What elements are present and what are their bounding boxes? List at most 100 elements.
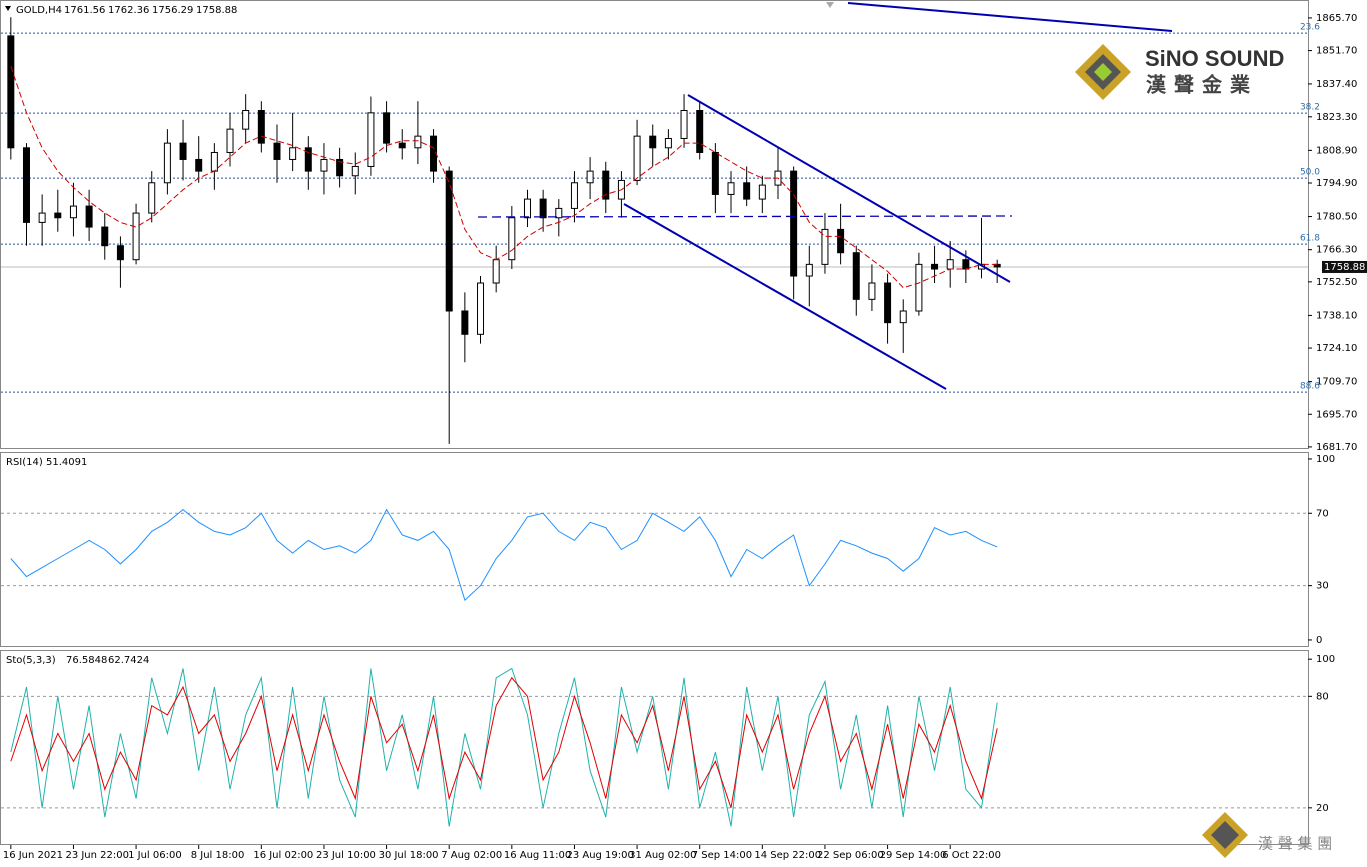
- candle-body: [884, 282, 892, 324]
- logo-diamond-inner: [1211, 821, 1239, 849]
- y-tick-label: 1808.90: [1316, 145, 1357, 156]
- rsi-title: RSI(14): [6, 457, 43, 468]
- candle-body: [304, 147, 312, 172]
- sto-panel: [0, 650, 1309, 845]
- y-tick-label: 1766.30: [1316, 245, 1357, 256]
- logo-group: 漢 聲 集 團: [1258, 835, 1332, 853]
- ohlc-value: 1762.36: [108, 5, 149, 16]
- x-tick-label: 8 Jul 18:00: [191, 850, 245, 861]
- sto-title: Sto(5,3,3): [6, 655, 56, 666]
- logo-name: SiNO SOUND: [1145, 46, 1284, 71]
- y-tick-label: 1780.50: [1316, 212, 1357, 223]
- y-tick-label: 1695.70: [1316, 409, 1357, 420]
- y-tick-label: 1724.10: [1316, 343, 1357, 354]
- candle-body: [210, 151, 218, 172]
- candle-body: [398, 142, 406, 149]
- candle-body: [633, 135, 641, 181]
- channel-upper: [687, 94, 1011, 283]
- candle-body: [148, 182, 156, 214]
- x-tick-label: 23 Jun 22:00: [65, 850, 129, 861]
- candle-body: [22, 147, 30, 223]
- x-tick-label: 30 Jul 18:00: [379, 850, 439, 861]
- y-tick-label: 1709.70: [1316, 377, 1357, 388]
- candle-body: [336, 158, 344, 177]
- candle-body: [790, 170, 798, 277]
- candle-body: [69, 205, 77, 219]
- x-tick-label: 6 Oct 22:00: [942, 850, 1001, 861]
- logo-chinese: 漢聲金業: [1146, 73, 1258, 97]
- y-tick-label: 1865.70: [1316, 13, 1357, 24]
- ohlc-value: 1756.29: [152, 5, 193, 16]
- candle-body: [539, 198, 547, 219]
- candle-body: [821, 228, 829, 265]
- rsi-last: 51.4091: [46, 457, 87, 468]
- fib-label: 38.2: [1300, 103, 1320, 113]
- candle-body: [602, 170, 610, 200]
- candle-body: [163, 142, 171, 184]
- y-tick-label: 70: [1316, 508, 1329, 519]
- fib-label: 61.8: [1300, 234, 1320, 244]
- candle-body: [116, 245, 124, 261]
- marker: [826, 2, 834, 8]
- candle-body: [132, 212, 140, 261]
- y-tick-label: 20: [1316, 803, 1329, 814]
- sto-last: 76.5848: [66, 655, 107, 666]
- menu-arrow: [5, 6, 11, 11]
- candle-body: [242, 110, 250, 130]
- candle-body: [570, 182, 578, 209]
- candle-body: [946, 259, 954, 270]
- y-tick-label: 100: [1316, 454, 1335, 465]
- fib-label: 50.0: [1300, 168, 1320, 178]
- candle-body: [837, 228, 845, 254]
- candle-body: [711, 151, 719, 195]
- candle-body: [461, 310, 469, 335]
- y-tick-label: 1738.10: [1316, 310, 1357, 321]
- candle-body: [743, 182, 751, 200]
- candle-body: [85, 205, 93, 228]
- channel-lower: [623, 203, 947, 390]
- candle-body: [492, 259, 500, 284]
- candle-body: [915, 263, 923, 312]
- y-tick-label: 30: [1316, 581, 1329, 592]
- candle-body: [477, 282, 485, 335]
- y-tick-label: 1752.50: [1316, 277, 1357, 288]
- ohlc-value: 1758.88: [196, 5, 237, 16]
- y-tick-label: 1837.40: [1316, 79, 1357, 90]
- y-tick-label: 80: [1316, 691, 1329, 702]
- y-tick-label: 1823.30: [1316, 112, 1357, 123]
- trend-line: [847, 2, 1173, 32]
- candle-body: [367, 112, 375, 167]
- candle-body: [727, 182, 735, 195]
- plot-layer: 1865.70 1851.70 1837.40 1823.30 1808.90 1794.…: [1, 13, 1367, 861]
- candle-body: [383, 112, 391, 144]
- candle-body: [179, 142, 187, 160]
- y-tick-label: 1681.70: [1316, 442, 1357, 453]
- candle-body: [414, 135, 422, 149]
- candle-body: [257, 110, 265, 144]
- price-box: [1322, 260, 1367, 273]
- candle-body: [320, 158, 328, 172]
- fib-label: 88.6: [1300, 382, 1320, 392]
- x-tick-label: 16 Aug 11:00: [504, 850, 571, 861]
- candle-body: [805, 263, 813, 277]
- logo: SiNO SOUND 漢聲金業: [1075, 44, 1284, 100]
- candle-body: [868, 282, 876, 300]
- y-tick-label: 1851.70: [1316, 46, 1357, 57]
- candle-body: [586, 170, 594, 184]
- symbol: GOLD,H4: [16, 5, 62, 16]
- candle-body: [226, 128, 234, 153]
- candle-body: [962, 259, 970, 270]
- x-tick-label: 23 Aug 19:00: [566, 850, 633, 861]
- candle-body: [351, 165, 359, 177]
- x-tick-label: 16 Jul 02:00: [253, 850, 313, 861]
- candle-body: [101, 226, 109, 247]
- candle-body: [931, 263, 939, 270]
- candle-body: [289, 147, 297, 160]
- x-tick-label: 29 Sep 14:00: [880, 850, 947, 861]
- moving-average: [10, 66, 998, 289]
- current-price-label: 1758.88: [1324, 262, 1365, 273]
- candle-body: [195, 158, 203, 172]
- candle-body: [7, 35, 15, 149]
- rsi-panel: [0, 452, 1309, 647]
